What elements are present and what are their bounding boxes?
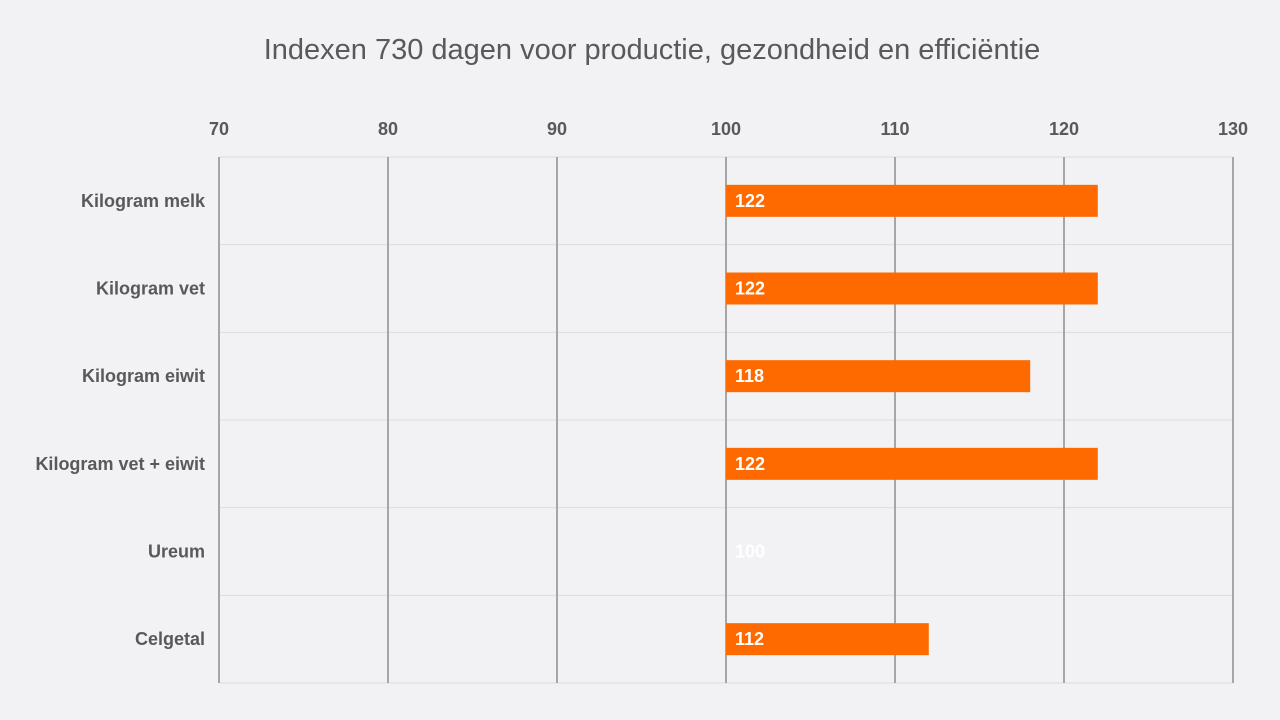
data-label: 100 <box>735 542 765 562</box>
x-tick-label: 80 <box>378 119 398 139</box>
x-tick-label: 120 <box>1049 119 1079 139</box>
category-label-layer: Kilogram melk Kilogram vet Kilogram eiwit K… <box>35 191 206 649</box>
category-label: Kilogram melk <box>81 191 206 211</box>
bar <box>726 447 1098 480</box>
bar <box>726 272 1098 305</box>
data-label: 122 <box>735 279 765 299</box>
x-tick-label: 70 <box>209 119 229 139</box>
data-label-layer: 122 122 118 122 100 112 <box>735 191 765 649</box>
bar <box>726 360 1031 393</box>
x-tick-label: 130 <box>1218 119 1248 139</box>
data-label: 118 <box>735 366 764 386</box>
category-label: Kilogram vet <box>96 279 205 299</box>
category-label: Kilogram eiwit <box>82 366 205 386</box>
bar <box>726 623 929 656</box>
category-label: Celgetal <box>135 629 205 649</box>
chart-title: Indexen 730 dagen voor productie, gezond… <box>263 34 1041 66</box>
tick-label-layer: 70 80 90 100 110 120 130 <box>209 119 1248 139</box>
x-tick-label: 110 <box>880 119 909 139</box>
x-tick-label: 100 <box>711 119 741 139</box>
bar-layer <box>726 184 1098 656</box>
data-label: 122 <box>735 191 765 211</box>
x-tick-label: 90 <box>547 119 567 139</box>
data-label: 112 <box>735 629 764 649</box>
category-label: Kilogram vet + eiwit <box>35 454 205 474</box>
category-label: Ureum <box>148 542 205 562</box>
grid-layer <box>218 156 1234 684</box>
bar <box>726 184 1098 217</box>
data-label: 122 <box>735 454 765 474</box>
